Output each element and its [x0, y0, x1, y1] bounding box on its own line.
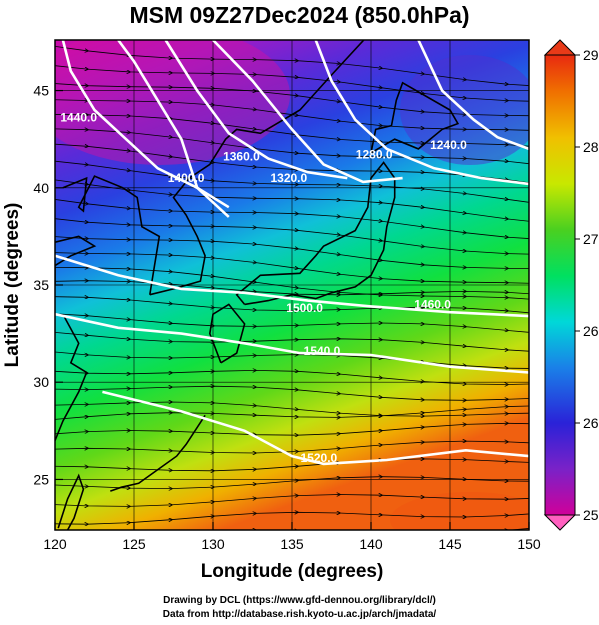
- colorbar-max-arrow: [543, 39, 577, 56]
- contour-label: 1520.0: [301, 451, 338, 465]
- contour-label: 1460.0: [414, 297, 451, 311]
- coastline-segment: [55, 313, 88, 441]
- coastline-segment: [149, 40, 365, 296]
- height-contour: [55, 254, 529, 318]
- colorbar-label: 293: [583, 47, 599, 63]
- coastline-segment: [110, 414, 206, 492]
- streamline: [55, 512, 529, 524]
- colorbar-scale: [544, 54, 576, 516]
- footer-data-credit: Data from http://database.rish.kyoto-u.a…: [162, 609, 437, 620]
- contour-label: 1400.0: [168, 171, 205, 185]
- x-tick-label: 145: [438, 536, 462, 552]
- contour-label: 1320.0: [270, 171, 307, 185]
- colorbar-min-arrow: [543, 514, 577, 531]
- colorbar-label: 253: [583, 507, 599, 523]
- streamline: [55, 495, 529, 507]
- height-contour: [164, 40, 348, 180]
- streamline: [55, 281, 529, 295]
- streamline: [55, 477, 529, 489]
- x-tick-label: 130: [201, 536, 225, 552]
- contour-label: 1360.0: [223, 150, 260, 164]
- streamline: [55, 297, 529, 314]
- contour-label: 1240.0: [430, 138, 467, 152]
- streamline: [55, 441, 529, 453]
- contour-label: 1500.0: [286, 301, 323, 315]
- y-tick-label: 40: [33, 180, 49, 196]
- y-tick-label: 25: [33, 471, 49, 487]
- map-title: MSM 09Z27Dec2024 (850.0hPa): [129, 2, 470, 28]
- colorbar: 293 285 277 269 261 253: [543, 39, 599, 531]
- colorbar-label: 261: [583, 415, 599, 431]
- height-contour: [417, 40, 529, 151]
- streamline: [55, 423, 529, 435]
- coastline-segment: [370, 81, 460, 154]
- streamline: [55, 370, 529, 384]
- x-tick-label: 135: [280, 536, 304, 552]
- streamline: [55, 459, 529, 471]
- contour-label: 1280.0: [356, 148, 393, 162]
- streamline: [55, 313, 529, 333]
- colorbar-label: 269: [583, 323, 599, 339]
- streamline: [55, 406, 529, 420]
- footer-drawing-credit: Drawing by DCL (https://www.gfd-dennou.o…: [163, 595, 436, 606]
- x-tick-label: 150: [517, 536, 541, 552]
- contour-label: 1540.0: [304, 344, 341, 358]
- coastline-segment: [55, 235, 97, 285]
- coastline-segment: [208, 303, 246, 364]
- height-contour: [117, 40, 230, 218]
- y-axis-label: Latitude (degrees): [2, 203, 23, 368]
- y-axis: 25 30 35 40 45: [33, 83, 63, 487]
- colorbar-label: 285: [583, 139, 599, 155]
- height-contour: [212, 40, 403, 184]
- x-tick-label: 125: [122, 536, 146, 552]
- x-axis-label: Longitude (degrees): [201, 561, 384, 582]
- x-tick-label: 140: [359, 536, 383, 552]
- streamline: [55, 332, 529, 353]
- colorbar-label: 277: [583, 231, 599, 247]
- height-contour: [102, 390, 529, 466]
- y-tick-label: 35: [33, 277, 49, 293]
- height-contour: [55, 312, 529, 374]
- y-tick-label: 45: [33, 83, 49, 99]
- contour-labels: 1440.0 1400.0 1360.0 1320.0 1280.0 1240.0 1460…: [60, 111, 467, 465]
- streamline: [55, 351, 529, 369]
- x-axis: 120 125 130 135 140 145 150: [43, 522, 541, 552]
- y-tick-label: 30: [33, 374, 49, 390]
- coastline-segment: [62, 175, 161, 295]
- contour-label: 1440.0: [60, 111, 97, 125]
- x-tick-label: 120: [43, 536, 67, 552]
- height-contour: [314, 40, 529, 186]
- coastline-segment: [57, 473, 85, 530]
- height-contours: [55, 40, 529, 466]
